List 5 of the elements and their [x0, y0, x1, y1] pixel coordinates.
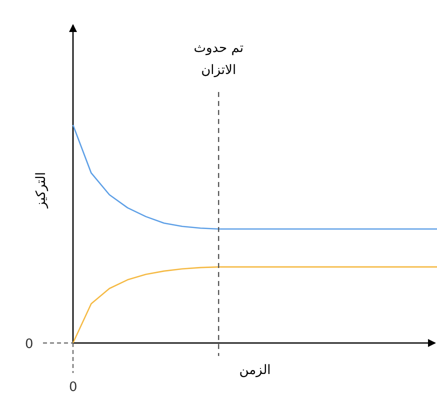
text: تم حدوث الاتزان: [192, 40, 244, 80]
text: 0: [25, 337, 34, 352]
text: 0: [69, 380, 78, 395]
x-axis-title: الزمن: [239, 363, 271, 378]
y-axis-title: التركيز: [34, 172, 49, 209]
